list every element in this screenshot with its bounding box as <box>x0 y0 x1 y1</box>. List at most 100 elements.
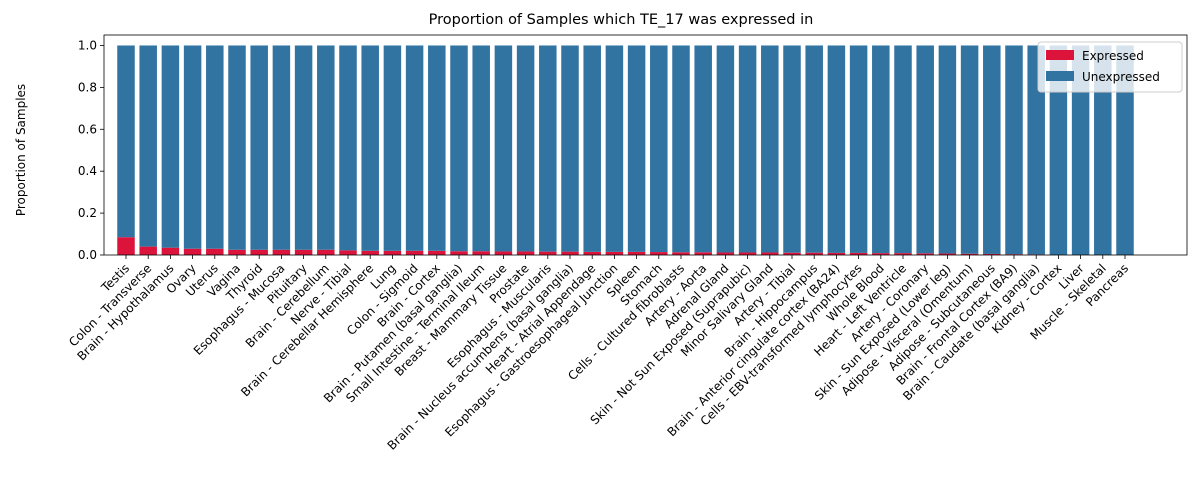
bar-expressed <box>627 251 646 255</box>
bar-unexpressed <box>983 45 1001 254</box>
bar-unexpressed <box>1027 45 1045 255</box>
y-tick-label: 1.0 <box>78 38 97 52</box>
bars-layer <box>117 45 1134 255</box>
bar-expressed <box>716 252 735 255</box>
bar-unexpressed <box>272 45 291 250</box>
bar-expressed <box>117 237 135 255</box>
bar-expressed <box>494 251 513 255</box>
legend-label: Unexpressed <box>1082 70 1160 84</box>
bar-expressed <box>1005 254 1023 255</box>
bar-expressed <box>405 250 424 255</box>
bar-unexpressed <box>1094 45 1112 255</box>
bar-unexpressed <box>250 45 268 250</box>
bar-unexpressed <box>1116 45 1134 255</box>
bar-unexpressed <box>472 45 490 252</box>
bar-unexpressed <box>139 45 157 247</box>
bar-expressed <box>472 251 490 255</box>
bar-unexpressed <box>872 45 890 254</box>
bar-expressed <box>228 249 246 255</box>
bar-unexpressed <box>228 45 246 250</box>
legend: Expressed Unexpressed <box>1037 41 1183 93</box>
bar-unexpressed <box>694 45 712 253</box>
bar-expressed <box>139 246 157 255</box>
bar-unexpressed <box>494 45 513 252</box>
bar-unexpressed <box>183 45 202 249</box>
bar-expressed <box>183 248 202 255</box>
bar-expressed <box>272 249 291 255</box>
bar-expressed <box>605 251 624 255</box>
y-tick-layer: 0.0 0.2 0.4 0.6 0.8 1.0 <box>78 38 104 262</box>
bar-expressed <box>761 252 779 255</box>
bar-unexpressed <box>716 45 735 253</box>
bar-unexpressed <box>450 45 468 252</box>
bar-unexpressed <box>539 45 557 252</box>
bar-expressed <box>428 250 446 255</box>
bar-unexpressed <box>938 45 957 254</box>
bar-expressed <box>916 253 934 255</box>
bar-expressed <box>561 251 579 255</box>
bar-unexpressed <box>849 45 868 253</box>
bar-expressed <box>827 252 846 255</box>
bar-expressed <box>894 253 912 255</box>
legend-swatch <box>1046 71 1074 81</box>
bar-unexpressed <box>605 45 624 252</box>
bar-unexpressed <box>361 45 379 251</box>
bar-expressed <box>583 251 601 255</box>
bar-unexpressed <box>827 45 846 253</box>
bar-unexpressed <box>805 45 823 253</box>
bar-expressed <box>317 249 335 255</box>
bar-expressed <box>450 251 468 255</box>
bar-unexpressed <box>894 45 912 254</box>
y-tick-label: 0.4 <box>78 164 97 178</box>
y-tick-label: 0.2 <box>78 206 97 220</box>
bar-unexpressed <box>783 45 801 253</box>
bar-expressed <box>650 252 668 255</box>
bar-expressed <box>849 252 868 255</box>
bar-unexpressed <box>627 45 646 252</box>
bar-unexpressed <box>117 45 135 238</box>
bar-unexpressed <box>206 45 224 249</box>
bar-expressed <box>738 252 757 255</box>
bar-expressed <box>206 248 224 255</box>
bar-expressed <box>872 253 890 255</box>
bar-expressed <box>339 250 357 255</box>
plot-frame <box>103 34 1188 256</box>
bar-expressed <box>960 253 979 255</box>
bar-expressed <box>294 249 313 255</box>
bar-unexpressed <box>383 45 402 251</box>
bar-expressed <box>161 247 180 255</box>
bar-unexpressed <box>317 45 335 250</box>
bar-unexpressed <box>1005 45 1023 255</box>
bar-unexpressed <box>428 45 446 251</box>
bar-unexpressed <box>761 45 779 253</box>
bar-expressed <box>983 253 1001 255</box>
y-tick-label: 0.0 <box>78 248 97 262</box>
bar-unexpressed <box>960 45 979 254</box>
bar-unexpressed <box>516 45 535 252</box>
bar-unexpressed <box>916 45 934 254</box>
bar-expressed <box>383 250 402 255</box>
bar-unexpressed <box>738 45 757 253</box>
bar-unexpressed <box>161 45 180 248</box>
y-axis-label: Proportion of Samples <box>14 84 28 216</box>
bar-expressed <box>805 252 823 255</box>
bar-expressed <box>694 252 712 255</box>
bar-unexpressed <box>339 45 357 251</box>
bar-unexpressed <box>561 45 579 252</box>
bar-unexpressed <box>1049 45 1068 255</box>
bar-expressed <box>516 251 535 255</box>
legend-swatch <box>1046 50 1074 60</box>
bar-expressed <box>250 249 268 255</box>
bar-expressed <box>672 252 690 255</box>
bar-unexpressed <box>294 45 313 250</box>
legend-label: Expressed <box>1082 49 1144 63</box>
bar-unexpressed <box>672 45 690 253</box>
bar-unexpressed <box>583 45 601 252</box>
bar-unexpressed <box>650 45 668 253</box>
bar-unexpressed <box>405 45 424 251</box>
y-tick-label: 0.8 <box>78 80 97 94</box>
bar-unexpressed <box>1071 45 1090 255</box>
chart-title: Proportion of Samples which TE_17 was ex… <box>429 12 814 28</box>
